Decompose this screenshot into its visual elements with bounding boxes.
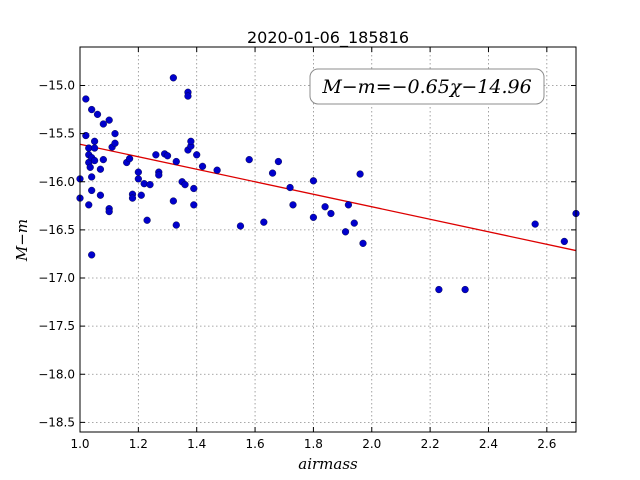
y-tick-label: −18.5 [38,415,75,429]
data-point [169,74,177,82]
data-point [309,177,318,185]
data-point [286,183,294,192]
data-point [461,285,469,294]
data-point [134,175,142,183]
data-point [327,209,335,218]
data-point [88,105,96,114]
data-point [90,144,99,152]
fit-line [79,143,577,252]
data-point [187,137,195,145]
x-tick-label: 1.6 [246,437,265,451]
data-point [190,184,198,193]
data-point [356,170,364,178]
data-point [99,156,107,164]
x-tick-label: 2.2 [421,437,440,451]
data-point [99,120,107,128]
data-point [111,139,119,147]
data-point [96,165,105,173]
data-point [86,163,94,171]
x-tick-label: 1.4 [187,437,206,451]
x-tick-label: 2.6 [537,437,556,451]
data-point [169,197,177,205]
data-point [260,218,268,226]
data-point [321,203,329,211]
data-point [82,95,90,103]
x-tick-label: 2.0 [362,437,381,451]
data-point [163,152,172,160]
data-point [111,130,119,138]
data-point [85,201,93,209]
fit-line-group [79,143,577,252]
y-tick-label: −16.0 [38,175,75,189]
data-point [274,157,283,166]
data-point [341,228,350,236]
x-axis-label: airmass [298,455,358,473]
data-point [190,201,198,209]
data-point [128,194,137,202]
data-point [560,237,568,246]
data-point [344,201,353,209]
data-point [198,162,207,170]
x-tick-label: 1.8 [304,437,323,451]
data-point [105,116,113,124]
data-point [134,168,142,176]
data-point [137,191,145,199]
x-tick-label: 1.0 [70,437,89,451]
data-point [359,239,367,247]
y-tick-label: −17.0 [38,271,75,285]
x-tick-label: 1.2 [129,437,148,451]
data-point [105,207,113,216]
data-point [181,181,189,189]
data-point [88,173,96,181]
data-point [268,169,277,177]
data-point [435,285,443,294]
ticks: 1.0 1.2 1.4 1.6 1.8 2.0 2.2 2.4 2.6 −15.0 −15.5 −16… [38,47,576,451]
chart-title: 2020-01-06_185816 [247,28,409,48]
data-point [193,151,201,159]
data-point [236,222,245,230]
data-point [289,201,297,209]
data-point [350,219,358,227]
data-point [172,221,180,229]
data-point [309,213,318,221]
axes-frame [79,46,577,433]
fit-equation-box: M−m=−0.65χ−14.96 [309,68,545,105]
data-point [93,110,102,118]
fit-equation: M−m=−0.65χ−14.96 [321,76,531,98]
data-point [88,186,96,195]
data-point [96,191,105,199]
data-point [184,92,192,100]
y-tick-label: −17.5 [38,319,75,333]
data-point [143,216,151,224]
y-tick-label: −15.0 [38,79,75,93]
data-points [76,74,580,294]
y-tick-label: −15.5 [38,127,75,141]
data-point [213,166,221,174]
data-point [172,157,180,166]
data-point [90,156,99,165]
data-point [88,251,96,259]
data-point [245,156,253,164]
fit-equation-frame [309,68,545,105]
data-point [90,137,99,145]
data-point [152,151,160,159]
data-point [146,181,154,189]
y-axis-label: M−m [13,219,31,262]
y-tick-label: −18.0 [38,367,75,381]
y-tick-label: −16.5 [38,223,75,237]
data-point [531,220,539,228]
data-point [126,155,134,163]
x-tick-label: 2.4 [479,437,498,451]
data-point [155,171,163,179]
